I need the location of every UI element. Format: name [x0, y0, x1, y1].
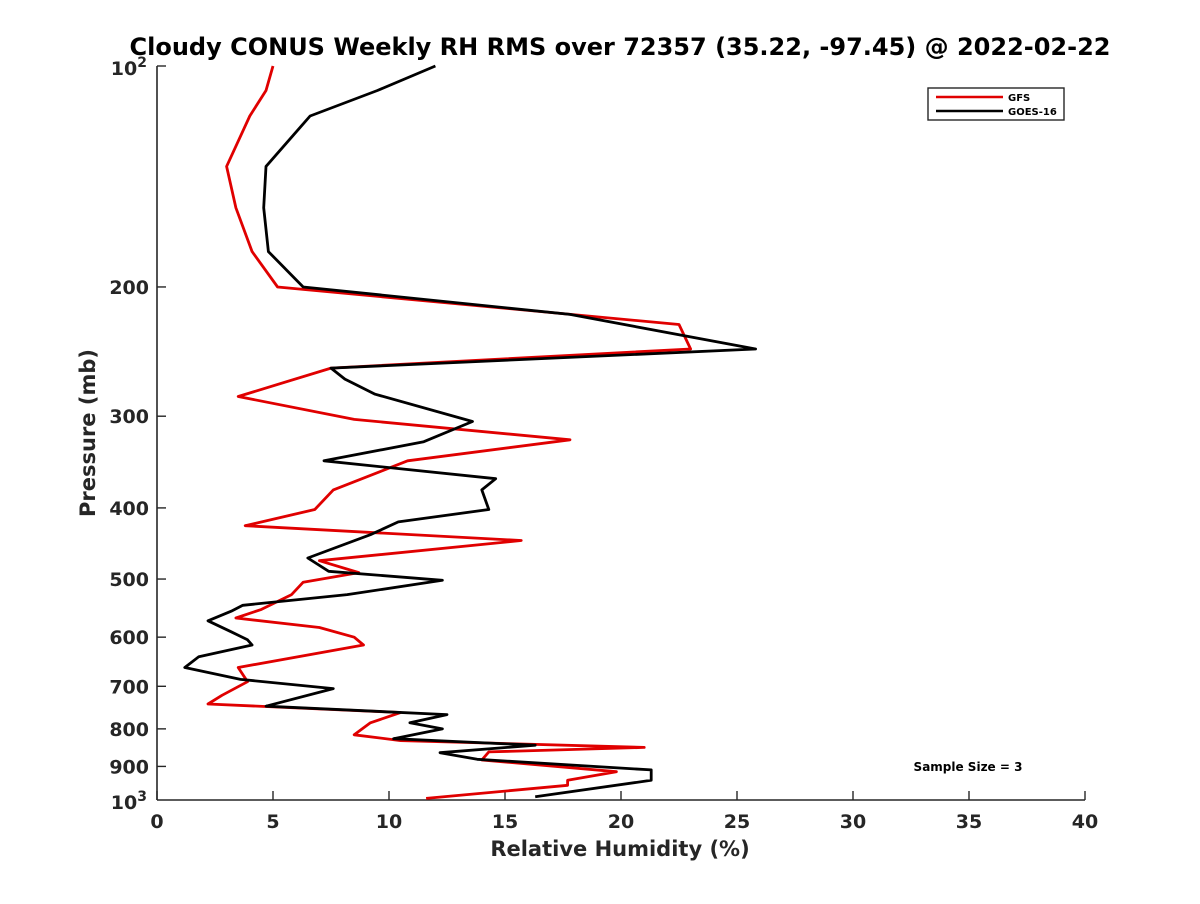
- x-tick-label: 5: [266, 811, 279, 833]
- x-tick-label: 10: [376, 811, 402, 833]
- x-tick-label: 35: [956, 811, 982, 833]
- y-tick-label: 700: [109, 676, 149, 698]
- legend: GFS GOES-16: [927, 87, 1065, 121]
- y-tick-label-bottom-exponent: 3: [137, 789, 147, 805]
- x-tick-label: 15: [492, 811, 518, 833]
- plot-area: 0 5 10 15 20 25 30 35 40 200 300 400 500 600 700 800 900…: [109, 55, 1098, 833]
- legend-label-gfs: GFS: [1008, 93, 1030, 104]
- y-tick-label-bottom-base: 10: [111, 792, 137, 814]
- y-tick-label: 300: [109, 406, 149, 428]
- x-axis-label: Relative Humidity (%): [490, 837, 749, 861]
- y-tick-label: 800: [109, 719, 149, 741]
- y-tick-label: 600: [109, 627, 149, 649]
- y-tick-label-top: 102: [111, 55, 147, 80]
- legend-label-goes-16: GOES-16: [1008, 107, 1057, 118]
- y-tick-label: 400: [109, 498, 149, 520]
- chart-title: Cloudy CONUS Weekly RH RMS over 72357 (3…: [130, 33, 1111, 61]
- x-tick-label: 25: [724, 811, 750, 833]
- legend-box: [927, 87, 1065, 121]
- sample-size-annotation: Sample Size = 3: [914, 760, 1023, 774]
- x-tick-label: 0: [150, 811, 163, 833]
- x-tick-label: 30: [840, 811, 866, 833]
- y-axis-label: Pressure (mb): [76, 349, 100, 517]
- y-tick-label: 500: [109, 569, 149, 591]
- y-tick-label-bottom: 103: [111, 789, 147, 814]
- x-tick-label: 40: [1072, 811, 1098, 833]
- y-tick-label: 900: [109, 756, 149, 778]
- series-line-goes-16: [183, 64, 757, 799]
- x-tick-label: 20: [608, 811, 634, 833]
- y-tick-label: 200: [109, 277, 149, 299]
- y-tick-label-top-base: 10: [111, 58, 137, 80]
- y-tick-label-top-exponent: 2: [137, 55, 147, 71]
